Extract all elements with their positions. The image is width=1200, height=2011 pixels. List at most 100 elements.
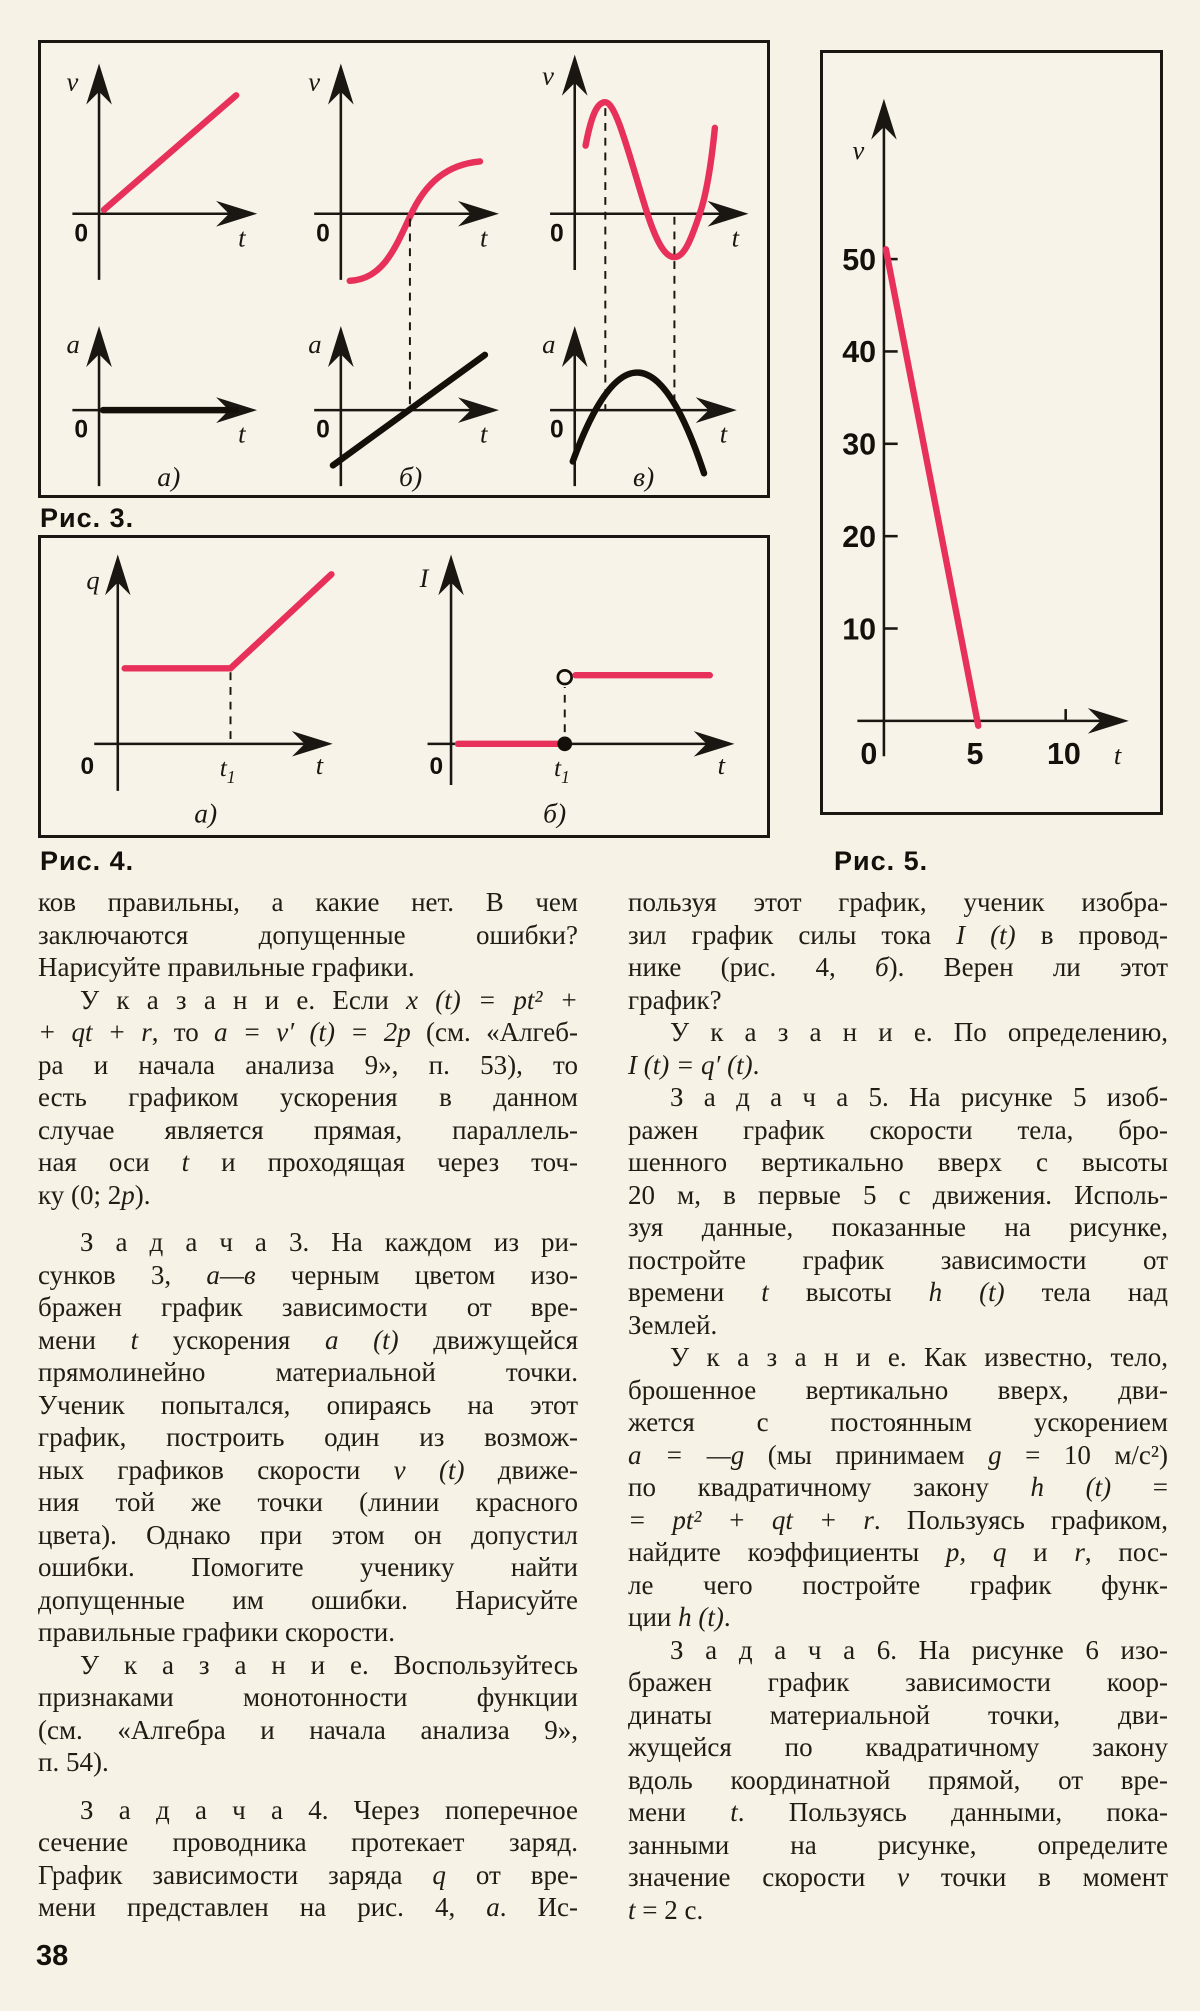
text-segment: времени (628, 1277, 762, 1307)
text-segment: найдите коэффициенты (628, 1537, 946, 1567)
text-line: + qt + r, то a = v′ (t) = 2p (см. «Алгеб… (38, 1016, 578, 1049)
text-segment: ку (0; 2 (38, 1179, 122, 1210)
axis-label-t: t (720, 419, 728, 449)
text-line: брошенное вертикально вверх, дви- (628, 1374, 1168, 1407)
math-segment: r (1074, 1537, 1085, 1567)
math-segment: h (t) (1030, 1472, 1112, 1502)
text-line: У к а з а н и е. Если x (t) = pt² + (38, 984, 578, 1017)
text-line: нике (рис. 4, б). Верен ли этот (628, 951, 1168, 984)
black-acceleration-curve (569, 369, 708, 477)
axis-label-t: t (718, 750, 726, 780)
text-line: динаты материальной точки, дви- (628, 1699, 1168, 1732)
figure-5-graph: v 50 40 30 20 10 0 5 10 t (842, 98, 1129, 771)
text-segment: сунков 3, (38, 1259, 207, 1290)
math-segment: а—в (206, 1259, 256, 1290)
math-segment: a = v′ (t) = 2p (214, 1017, 411, 1047)
text-line: сечение проводника протекает заряд. (38, 1826, 578, 1859)
math-segment: x (t) = pt² + (406, 984, 578, 1015)
text-line: I (t) = q′ (t). (628, 1049, 1168, 1082)
text-line: есть графиком ускорения в данном (38, 1081, 578, 1114)
axis-label-v: v (542, 60, 554, 90)
fig3-panel-b-velocity-graph: v 0 t (308, 63, 499, 411)
axis-label-v: v (66, 66, 78, 96)
text-line: допущенные им ошибки. Нарисуйте (38, 1584, 578, 1617)
figure-3-graphs: v 0 t a 0 t а) v 0 t (66, 54, 749, 492)
text-segment: ). (134, 1179, 151, 1210)
text-segment: мени (38, 1324, 131, 1355)
text-segment: ния той же точки (линии красного (38, 1487, 578, 1517)
text-segment: точки в момент (909, 1862, 1168, 1892)
text-line: жущейся по квадратичному закону (628, 1731, 1168, 1764)
red-velocity-curve (346, 158, 484, 285)
text-segment: З а д а ч а 3. На каждом из ри- (80, 1227, 578, 1257)
axis-label-a: a (66, 329, 79, 359)
text-segment: (мы принимаем (744, 1439, 989, 1470)
text-segment: зуя данные, показанные на рисунке, (628, 1212, 1168, 1242)
red-velocity-line (100, 92, 240, 213)
math-segment: t (181, 1147, 190, 1177)
math-segment: t (628, 1894, 636, 1925)
text-segment: ная оси (38, 1147, 182, 1177)
text-segment: . Пользуясь графиком, (873, 1504, 1168, 1535)
text-line: ных графиков скорости v (t) движе- (38, 1454, 578, 1487)
fig3-panel-v-acceleration-graph: a 0 t в) (542, 326, 737, 492)
text-segment: З а д а ч а 6. На рисунке 6 изо- (670, 1634, 1168, 1665)
figure-3-caption: Рис. 3. (40, 503, 135, 533)
text-segment: ра и начала анализа 9», п. 53), то (38, 1049, 578, 1080)
text-line: график? (628, 984, 1168, 1017)
text-segment: = (1111, 1472, 1168, 1502)
text-segment: З а д а ч а 4. Через поперечное (80, 1794, 578, 1825)
origin-label: 0 (316, 220, 330, 247)
text-line: бражен график зависимости коор- (628, 1666, 1168, 1699)
ytick-50: 50 (842, 243, 876, 277)
text-line: ции h (t). (628, 1601, 1168, 1634)
text-segment: ражен график скорости тела, бро- (628, 1114, 1168, 1145)
fig4-panel-a-charge-graph: q 0 t1 t а) (81, 554, 335, 828)
figure-4-caption: Рис. 4. (40, 846, 135, 876)
text-line: по квадратичному закону h (t) = (628, 1471, 1168, 1504)
figure-3-box: v 0 t a 0 t а) v 0 t (38, 40, 770, 498)
figure-5-caption: Рис. 5. (834, 846, 929, 876)
text-line: зил график силы тока I (t) в провод- (628, 919, 1168, 952)
text-segment: ных графиков скорости (38, 1454, 394, 1485)
axis-label-t: t (480, 222, 488, 252)
text-line: график, построить один из возмож- (38, 1421, 578, 1454)
ytick-40: 40 (842, 335, 876, 369)
text-line: шенного вертикально вверх с высоты (628, 1146, 1168, 1179)
text-segment: ускорения (138, 1324, 325, 1355)
text-segment: правильные графики скорости. (38, 1617, 395, 1647)
text-segment: . Пользуясь данными, пока- (737, 1797, 1168, 1827)
text-line: З а д а ч а 6. На рисунке 6 изо- (628, 1634, 1168, 1667)
text-segment: У к а з а н и е. Как известно, тело, (670, 1342, 1168, 1372)
text-segment: жется с постоянным ускорением (628, 1407, 1168, 1437)
text-line: (см. «Алгебра и начала анализа 9», (38, 1714, 578, 1747)
math-segment: q (432, 1859, 446, 1890)
closed-point (557, 736, 573, 752)
text-line: правильные графики скорости. (38, 1616, 578, 1649)
panel-label-v: в) (633, 461, 654, 492)
text-segment: тела над (1004, 1277, 1168, 1307)
text-segment: Ученик попытался, опираясь на этот (38, 1389, 578, 1420)
text-line: a = —g (мы принимаем g = 10 м/с²) (628, 1439, 1168, 1472)
text-segment: зил график силы тока (628, 919, 957, 950)
text-segment: шенного вертикально вверх с высоты (628, 1147, 1168, 1177)
figure-4-box: q 0 t1 t а) I 0 t1 t б) (38, 535, 770, 838)
text-line: t = 2 с. (628, 1894, 1168, 1927)
fig3-panel-v-velocity-graph: v 0 t (542, 54, 749, 411)
text-segment: постройте график зависимости от (628, 1244, 1168, 1275)
text-segment: в провод- (1015, 919, 1168, 950)
xtick-5: 5 (966, 737, 983, 771)
t1-tick-label: t1 (220, 753, 236, 787)
math-segment: t (761, 1277, 769, 1307)
math-segment: = pt² + qt + r (628, 1504, 874, 1535)
text-column-right: пользуя этот график, ученик изобра-зил г… (628, 886, 1168, 1926)
text-segment: ). Верен ли этот (888, 952, 1168, 982)
text-line: Нарисуйте правильные графики. (38, 951, 578, 984)
text-line: ния той же точки (линии красного (38, 1486, 578, 1519)
math-segment: v (897, 1862, 910, 1892)
text-segment: и проходящая через точ- (189, 1147, 578, 1177)
text-segment: признаками монотонности функции (38, 1682, 578, 1712)
red-velocity-line (882, 246, 982, 729)
text-line: З а д а ч а 4. Через поперечное (38, 1794, 578, 1827)
text-line: сунков 3, а—в черным цветом изо- (38, 1259, 578, 1292)
